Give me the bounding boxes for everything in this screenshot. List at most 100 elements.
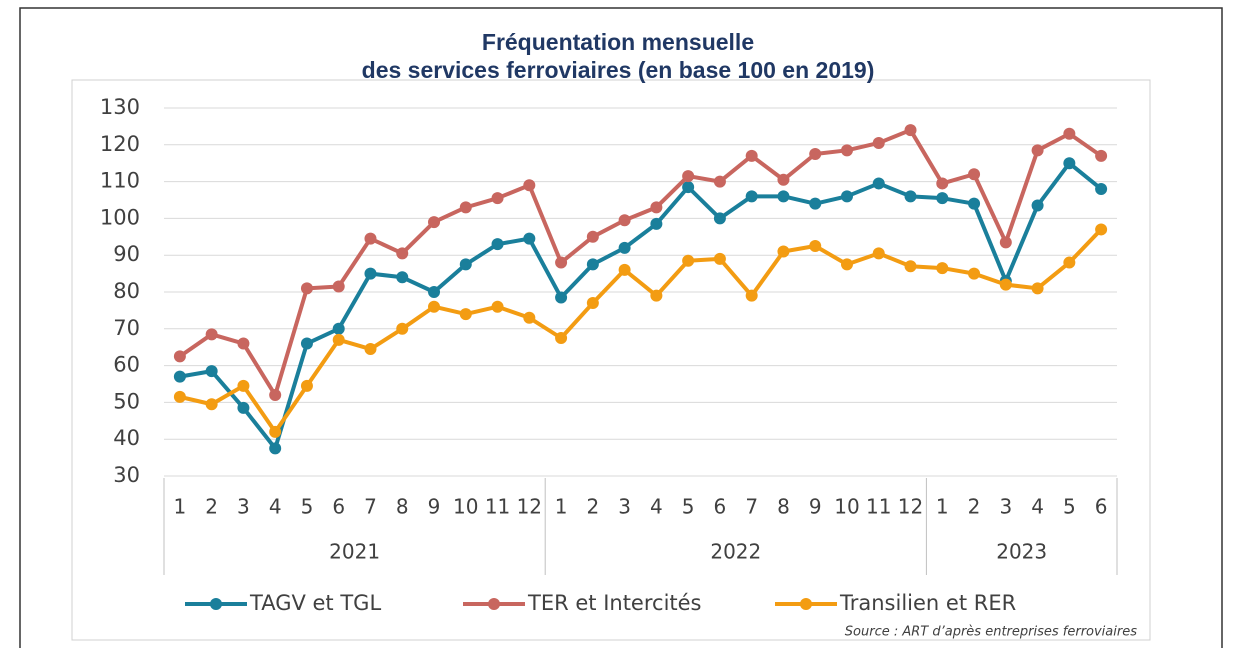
x-tick-label: 4 — [269, 495, 282, 519]
chart-title: Fréquentation mensuelle — [482, 29, 754, 55]
y-tick-label: 110 — [100, 169, 140, 193]
data-point — [840, 190, 853, 203]
x-tick-label: 6 — [1095, 495, 1108, 519]
data-point — [1063, 127, 1076, 140]
x-tick-label: 2 — [586, 495, 599, 519]
chart-border — [71, 79, 1151, 641]
x-tick-label: 8 — [777, 495, 790, 519]
x-tick-label: 2 — [968, 495, 981, 519]
data-point — [300, 379, 313, 392]
data-point — [682, 254, 695, 267]
x-tick-label: 12 — [517, 495, 542, 519]
data-point — [1063, 157, 1076, 170]
data-point — [173, 390, 186, 403]
y-tick-label: 100 — [100, 205, 140, 229]
series-line — [179, 228, 1103, 434]
data-point — [968, 267, 981, 280]
x-tick-label: 1 — [555, 495, 568, 519]
data-point — [237, 379, 250, 392]
data-point — [332, 280, 345, 293]
x-tick-label: 2 — [205, 495, 218, 519]
legend-label: Transilien et RER — [839, 591, 1016, 615]
y-tick-label: 90 — [113, 242, 140, 266]
data-point — [459, 308, 472, 321]
data-point — [428, 300, 441, 313]
data-point — [364, 267, 377, 280]
data-point — [713, 212, 726, 225]
data-point — [396, 271, 409, 284]
data-point — [586, 230, 599, 243]
data-point — [586, 258, 599, 271]
data-point — [872, 136, 885, 149]
x-tick-label: 5 — [1063, 495, 1076, 519]
group-label: 2022 — [710, 540, 761, 564]
x-tick-label: 6 — [332, 495, 345, 519]
data-point — [459, 201, 472, 214]
y-tick-label: 70 — [113, 316, 140, 340]
data-point — [745, 289, 758, 302]
x-tick-label: 6 — [714, 495, 727, 519]
series-line — [179, 161, 1103, 451]
data-point — [332, 333, 345, 346]
data-point — [904, 260, 917, 273]
data-point — [650, 289, 663, 302]
x-tick-label: 3 — [999, 495, 1012, 519]
data-point — [300, 282, 313, 295]
x-tick-label: 3 — [237, 495, 250, 519]
data-point — [618, 214, 631, 227]
data-point — [364, 343, 377, 356]
data-point — [1095, 149, 1108, 162]
legend-label: TER et Intercités — [527, 591, 702, 615]
x-tick-label: 3 — [618, 495, 631, 519]
data-point — [777, 190, 790, 203]
data-point — [872, 177, 885, 190]
data-point — [332, 322, 345, 335]
data-point — [840, 144, 853, 157]
y-tick-label: 80 — [113, 279, 140, 303]
chart-title: des services ferroviaires (en base 100 e… — [362, 57, 875, 83]
data-point — [809, 148, 822, 160]
data-point — [713, 252, 726, 265]
y-tick-label: 40 — [113, 426, 140, 450]
data-point — [809, 197, 822, 210]
x-tick-label: 1 — [936, 495, 949, 519]
frame — [19, 7, 1223, 648]
data-point — [904, 124, 917, 137]
source: Source : ART d’après entreprises ferrovi… — [845, 625, 1137, 640]
data-point — [1031, 282, 1044, 295]
data-point — [968, 168, 981, 181]
data-point — [269, 425, 282, 438]
data-point — [396, 322, 409, 335]
x-tick-label: 10 — [834, 495, 859, 519]
data-point — [428, 286, 441, 298]
legend-label: TAGV et TGL — [249, 591, 381, 615]
data-point — [1095, 223, 1108, 236]
x-tick-label: 8 — [396, 495, 409, 519]
data-point — [396, 247, 409, 260]
data-point — [173, 350, 186, 363]
data-point — [999, 236, 1012, 249]
data-point — [968, 197, 981, 210]
data-point — [173, 370, 186, 383]
data-point — [364, 232, 377, 245]
series-line — [178, 128, 1103, 398]
data-point — [237, 337, 250, 350]
data-point — [777, 173, 790, 186]
legend-marker — [210, 598, 222, 610]
data-point — [840, 258, 853, 271]
x-tick-label: 5 — [682, 495, 695, 519]
x-tick-label: 11 — [866, 495, 891, 519]
data-point — [428, 216, 441, 229]
data-point — [809, 240, 822, 252]
data-point — [618, 241, 631, 254]
data-point — [269, 389, 282, 402]
legend-marker — [488, 598, 500, 610]
x-tick-label: 10 — [453, 495, 478, 519]
y-tick-label: 50 — [113, 389, 140, 413]
data-point — [745, 190, 758, 203]
group-label: 2023 — [996, 540, 1047, 564]
data-point — [205, 365, 218, 378]
data-point — [586, 297, 599, 310]
data-point — [872, 247, 885, 260]
